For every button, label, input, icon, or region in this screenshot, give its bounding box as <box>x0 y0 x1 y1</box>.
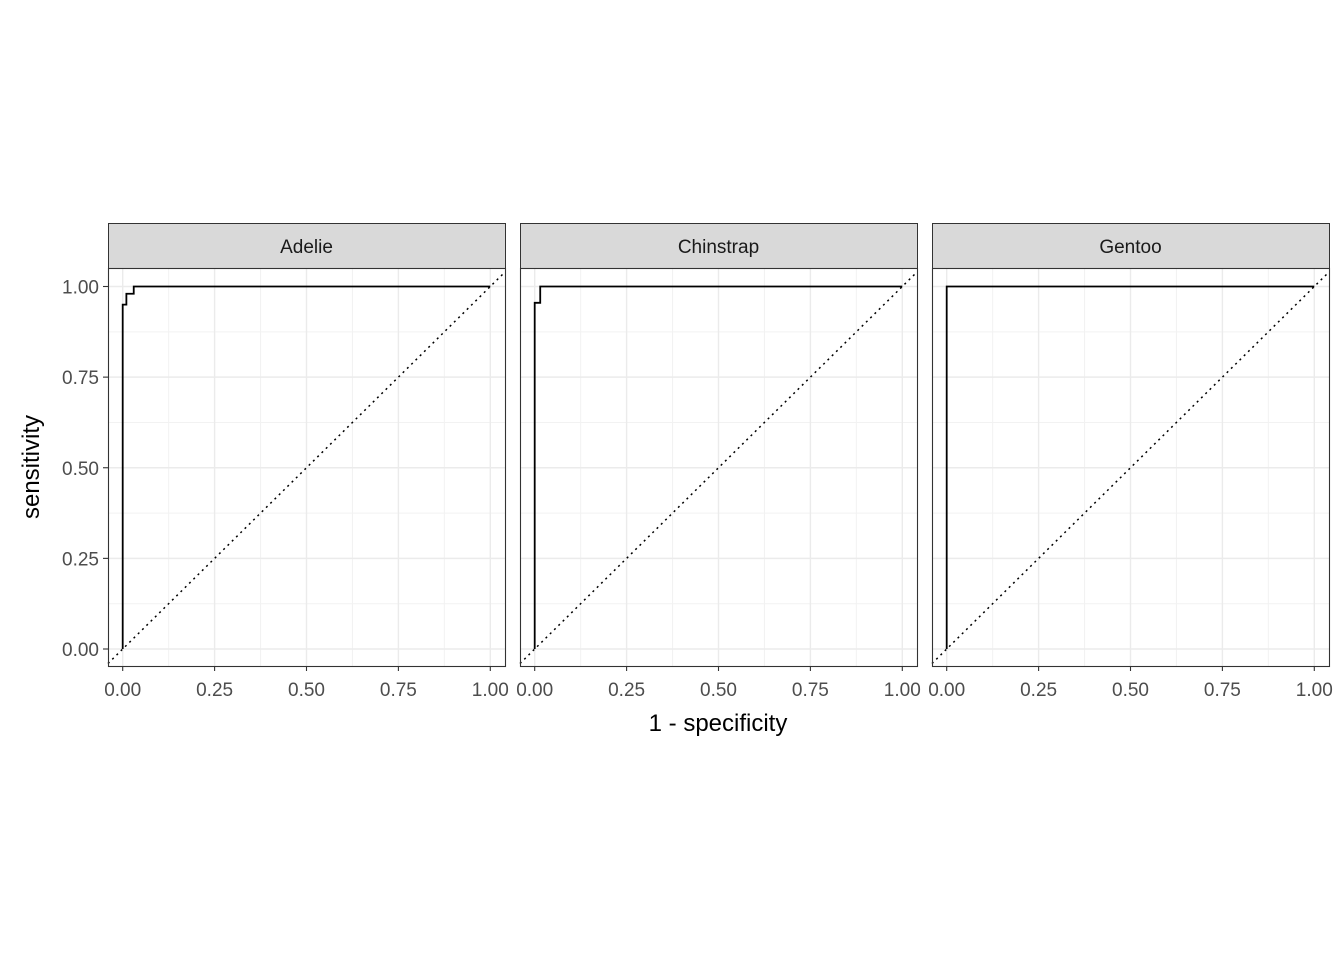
facet-label: Gentoo <box>1099 237 1161 258</box>
x-tick-label: 0.00 <box>928 680 965 701</box>
roc-curve-chinstrap <box>533 285 903 649</box>
x-tick-label: 0.25 <box>608 680 645 701</box>
facet-label: Chinstrap <box>678 237 759 258</box>
x-tick-label: 0.75 <box>1204 680 1241 701</box>
facet-strip <box>108 223 506 269</box>
y-tick-label: 1.00 <box>62 278 99 299</box>
x-tick-label: 0.75 <box>380 680 417 701</box>
facet-panel-chinstrap: Chinstrap 0.00 0.25 0.50 0.75 1.00 <box>516 223 921 701</box>
x-tick-label: 0.50 <box>1112 680 1149 701</box>
y-axis-title: sensitivity <box>18 415 45 519</box>
x-tick-label: 0.00 <box>516 680 553 701</box>
y-tick-label: 0.50 <box>62 459 99 480</box>
x-tick-label: 1.00 <box>884 680 921 701</box>
x-tick-label: 0.50 <box>288 680 325 701</box>
roc-curve-adelie <box>121 285 491 649</box>
y-tick-label: 0.00 <box>62 640 99 661</box>
x-tick-label: 0.25 <box>1020 680 1057 701</box>
y-tick-label: 0.25 <box>62 549 99 570</box>
x-tick-label: 0.75 <box>792 680 829 701</box>
x-tick-label: 1.00 <box>1296 680 1333 701</box>
x-tick-label: 0.50 <box>700 680 737 701</box>
roc-curve-gentoo <box>945 285 1315 649</box>
x-tick-label: 1.00 <box>472 680 509 701</box>
facet-panel-adelie: Adelie 0.00 0.25 0.50 0.75 1.00 0.00 0.25 0.50 0.… <box>62 223 509 701</box>
x-tick-label: 0.25 <box>196 680 233 701</box>
facet-panel-gentoo: Gentoo 0.00 0.25 0.50 0.75 1.00 <box>928 223 1333 701</box>
facet-strip <box>520 223 918 269</box>
y-tick-label: 0.75 <box>62 368 99 389</box>
x-axis-title: 1 - specificity <box>649 710 788 737</box>
facet-panels: Adelie 0.00 0.25 0.50 0.75 1.00 0.00 0.25 0.50 0.… <box>62 223 1333 701</box>
facet-label: Adelie <box>280 237 333 258</box>
x-tick-label: 0.00 <box>104 680 141 701</box>
